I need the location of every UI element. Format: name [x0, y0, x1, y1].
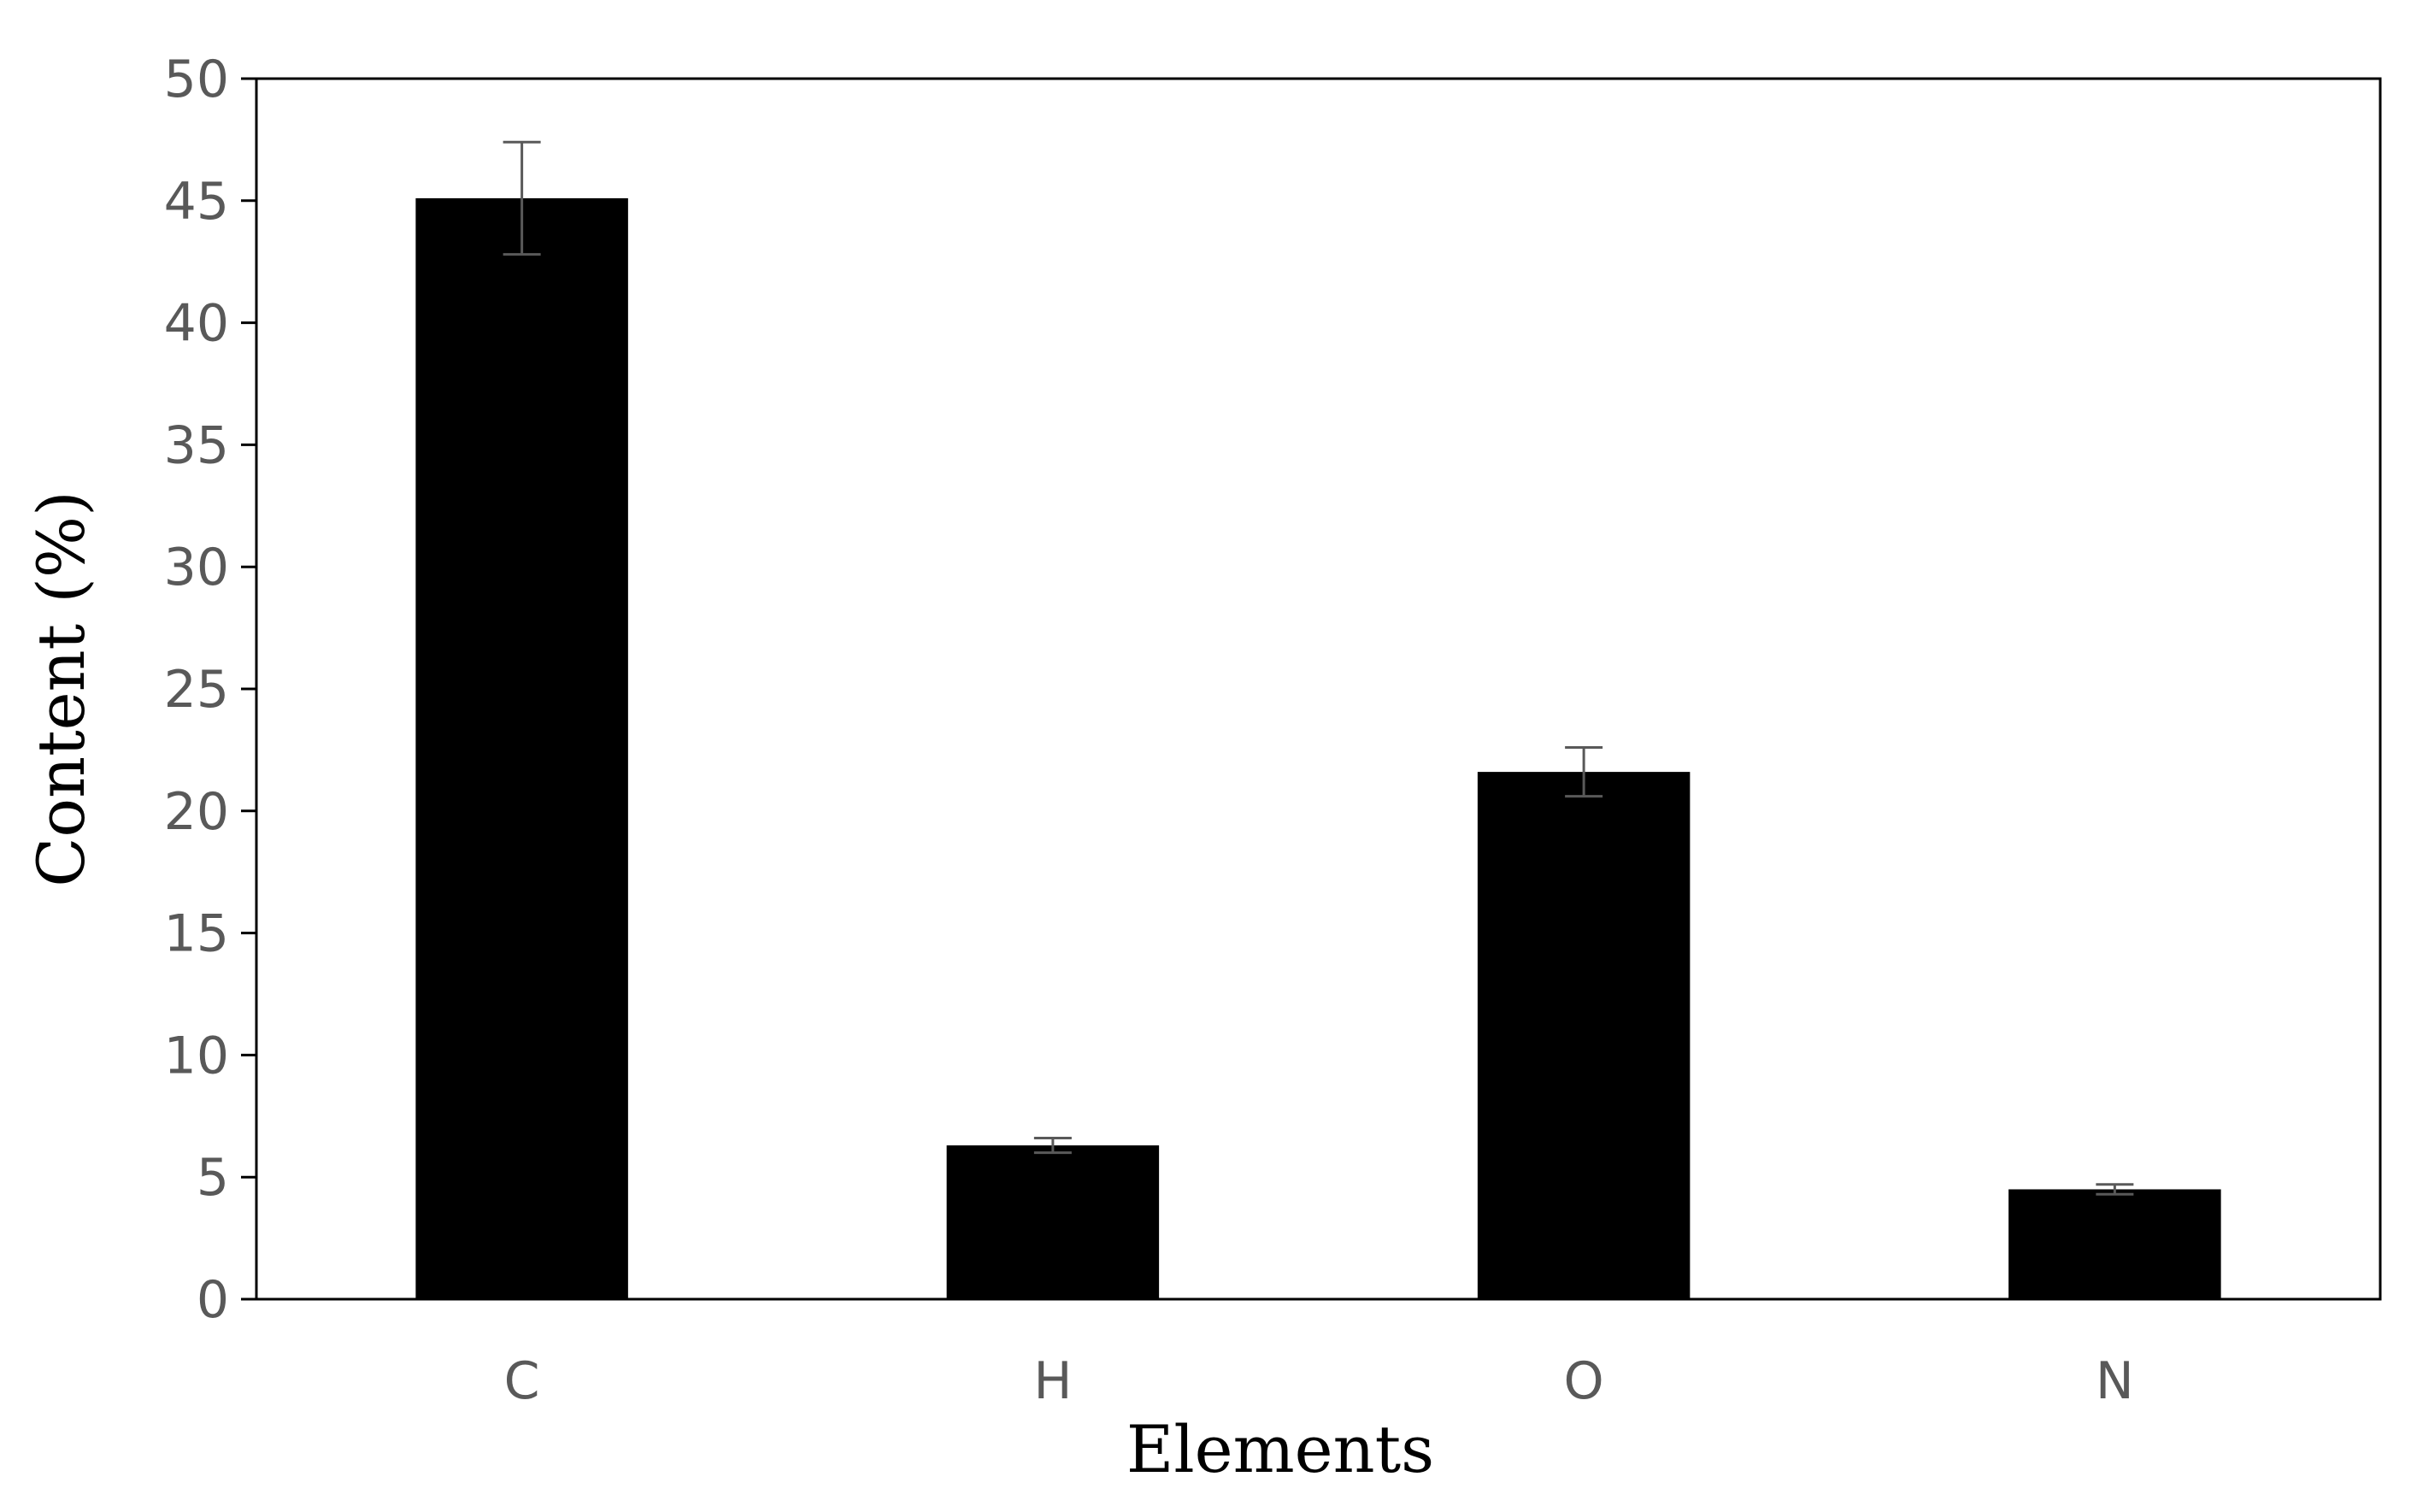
y-tick-label: 0 [197, 1270, 229, 1330]
y-tick-label: 20 [164, 782, 229, 842]
y-tick-label: 10 [164, 1026, 229, 1085]
x-tick-label-C: C [504, 1351, 540, 1411]
bar-O [1477, 772, 1691, 1299]
y-tick-label: 5 [197, 1148, 229, 1208]
y-tick-label: 30 [164, 538, 229, 597]
bar-N [2008, 1189, 2221, 1299]
y-tick-label: 40 [164, 294, 229, 354]
x-axis-title: Elements [1126, 1411, 1434, 1487]
error-bar-O [1565, 746, 1603, 798]
bar-H [946, 1145, 1160, 1299]
x-tick-label-O: O [1564, 1351, 1604, 1411]
error-bar-C [503, 140, 541, 256]
y-axis-ticks: 0 5 10 15 20 25 30 35 40 45 50 [164, 50, 256, 1330]
y-tick-label: 25 [164, 660, 229, 720]
error-bar-N [2096, 1183, 2134, 1196]
x-tick-label-H: H [1033, 1351, 1072, 1411]
y-tick-label: 15 [164, 904, 229, 964]
y-tick-label: 45 [164, 172, 229, 232]
y-tick-label: 35 [164, 415, 229, 475]
y-axis-title: Content (%) [23, 491, 99, 887]
y-tick-label: 50 [164, 50, 229, 109]
error-bars-layer [503, 140, 2134, 1196]
x-tick-label-N: N [2096, 1351, 2134, 1411]
bar-C [415, 197, 628, 1300]
error-bar-H [1033, 1137, 1072, 1155]
bars-layer [415, 197, 2221, 1300]
